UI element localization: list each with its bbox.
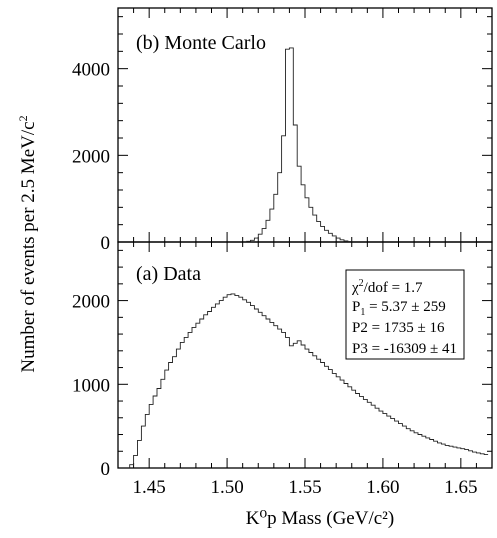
hist-series-a bbox=[129, 293, 489, 468]
ytick-label-a-0: 0 bbox=[101, 459, 111, 480]
ytick-label-b-2: 4000 bbox=[72, 60, 110, 81]
fit-stat-chi2: χ2/dof = 1.7 bbox=[351, 278, 423, 296]
fit-stats-box: χ2/dof = 1.7 P1 = 5.37 ± 259 P2 = 1735 ±… bbox=[345, 269, 465, 360]
ytick-label-b-0: 0 bbox=[101, 233, 111, 254]
y-axis-title: Number of events per 2.5 MeV/c2 bbox=[16, 115, 39, 372]
ytick-label-a-1: 1000 bbox=[72, 375, 110, 396]
histograms bbox=[129, 47, 489, 468]
fit-stats-frame bbox=[345, 269, 465, 360]
panel-b-label: (b) Monte Carlo bbox=[136, 32, 266, 54]
hist-series-b bbox=[246, 47, 352, 243]
fit-stat-p2: P2 = 1735 ± 16 bbox=[352, 320, 445, 336]
panel-a-label: (a) Data bbox=[136, 263, 201, 285]
tick-labels: 0 2000 4000 0 1000 2000 1.45 1.50 1.55 1.60 1.65 bbox=[72, 60, 477, 498]
xtick-label-0: 1.45 bbox=[133, 477, 166, 498]
axis-ticks bbox=[118, 8, 493, 469]
x-axis-title: K⁰p Mass (GeV/c²) bbox=[246, 508, 394, 529]
ytick-label-b-1: 2000 bbox=[72, 146, 110, 167]
ytick-label-a-2: 2000 bbox=[72, 292, 110, 313]
xtick-label-4: 1.65 bbox=[444, 477, 477, 498]
xtick-label-3: 1.60 bbox=[366, 477, 399, 498]
fit-stat-p1: P1 = 5.37 ± 259 bbox=[352, 299, 446, 318]
fit-stat-p3: P3 = -16309 ± 41 bbox=[352, 341, 457, 357]
xtick-label-1: 1.50 bbox=[210, 477, 243, 498]
xtick-label-2: 1.55 bbox=[288, 477, 321, 498]
